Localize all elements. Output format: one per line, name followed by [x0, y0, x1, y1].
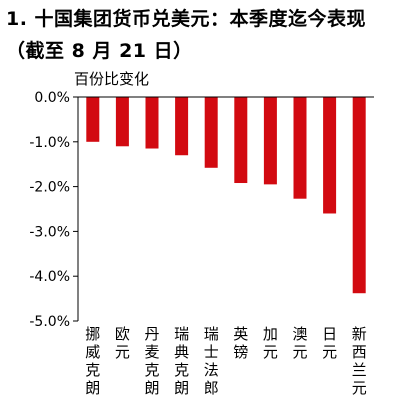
bar	[175, 97, 189, 156]
bar	[293, 97, 307, 199]
x-category-label: 澳元	[292, 325, 307, 361]
bar	[352, 97, 366, 294]
x-category-label: 英镑	[233, 325, 248, 361]
x-category-label: 丹麦克朗	[144, 325, 159, 397]
x-category-label: 新西兰元	[352, 325, 367, 397]
bar	[263, 97, 277, 185]
chart-title-line-1: 1. 十国集团货币兑美元：本季度迄今表现	[6, 8, 367, 30]
bar	[323, 97, 337, 214]
y-tick-label: -5.0%	[29, 314, 70, 330]
bar	[115, 97, 129, 147]
x-category-label: 挪威克朗	[85, 325, 100, 397]
y-axis-label: 百份比变化	[74, 70, 150, 88]
chart-title-line-2: （截至 8 月 21 日）	[6, 40, 193, 62]
y-tick-label: -2.0%	[29, 180, 70, 196]
bars-group	[86, 97, 366, 294]
y-tick-label: 0.0%	[34, 90, 70, 106]
x-category-label: 瑞士法郎	[204, 325, 219, 397]
x-category-label: 瑞典克朗	[174, 325, 189, 397]
y-ticks-group: 0.0% -1.0% -2.0% -3.0% -4.0% -5.0%	[29, 90, 78, 330]
chart-title: 1. 十国集团货币兑美元：本季度迄今表现 （截至 8 月 21 日）	[6, 3, 412, 67]
x-category-label: 欧元	[115, 325, 130, 361]
y-tick-label: -4.0%	[29, 269, 70, 285]
bar	[204, 97, 218, 168]
bar	[145, 97, 159, 149]
y-tick-label: -3.0%	[29, 224, 70, 240]
bar	[86, 97, 100, 142]
x-category-label: 加元	[263, 325, 278, 361]
y-tick-label: -1.0%	[29, 135, 70, 151]
x-category-label: 日元	[322, 325, 337, 361]
bar	[234, 97, 248, 184]
